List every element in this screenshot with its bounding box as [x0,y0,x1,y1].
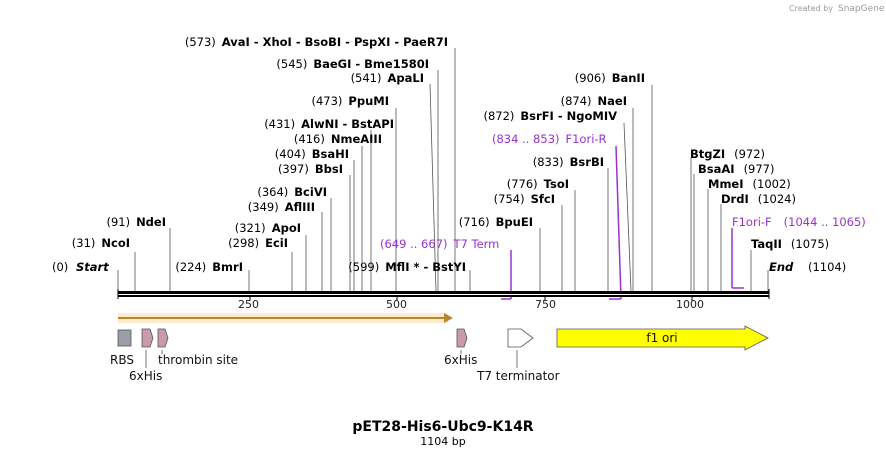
thrombin-label: thrombin site [158,353,238,367]
site-bsrfi: (872) BsrFI - NgoMIV [483,109,617,123]
site-afliii: (349) AflIII [248,200,315,214]
rbs-label: RBS [110,353,134,367]
scale-ticks: 250 500 750 1000 [238,297,704,311]
site-bcivi: (364) BciVI [257,185,327,199]
plasmid-name: pET28-His6-Ubc9-K14R [352,419,533,435]
site-bsrbi: (833) BsrBI [533,155,604,169]
tick-750: 750 [535,298,556,311]
dna-backbone [117,289,770,299]
his6-arrow-1 [141,328,154,348]
primer-f1ori-r: (834 .. 853) F1ori-R [492,132,607,146]
site-ndei: (91) NdeI [106,215,166,229]
credit-brand: SnapGene [838,4,885,14]
start-label: Start [76,260,109,274]
site-ncoi: (31) NcoI [72,236,130,250]
tick-500: 500 [386,298,407,311]
site-drdi: DrdI (1024) [721,192,796,206]
site-btgzi: BtgZI (972) [690,147,765,161]
end-pos: (1104) [808,260,846,274]
f1-ori-label: f1 ori [646,331,677,345]
primer-markers [501,145,744,300]
enzyme-labels-right: BtgZI (972) BsaAI (977) MmeI (1002) DrdI (10… [690,147,829,251]
site-bpuei: (716) BpuEI [459,215,533,229]
primer-labels: (649 .. 667) T7 Term (834 .. 853) F1ori-R … [380,132,866,251]
t7-terminator-label: T7 terminator [476,369,560,383]
map-title: pET28-His6-Ubc9-K14R 1104 bp [352,419,533,448]
site-apoi: (321) ApoI [235,221,301,235]
site-ppumi: (473) PpuMI [311,94,389,108]
f1-ori-arrow [556,325,769,351]
site-banii: (906) BanII [575,71,645,85]
site-avai: (573) AvaI - XhoI - BsoBI - PspXI - PaeR7… [185,35,448,49]
site-mmei: MmeI (1002) [708,177,791,191]
site-ecii: (298) EciI [228,236,288,250]
credit-prefix: Created by [789,4,833,13]
enzyme-labels-left: (31) NcoI (91) NdeI (224) BmrI (298) EciI (3… [72,35,645,274]
end-label: End [769,260,794,274]
site-alwni: (431) AlwNI - BstAPI [264,117,394,131]
site-connectors [117,48,769,292]
site-baegi: (545) BaeGI - Bme1580I [276,57,429,71]
site-bsaai: BsaAI (977) [698,162,775,176]
plasmid-length: 1104 bp [420,435,465,448]
primer-t7-term: (649 .. 667) T7 Term [380,237,499,251]
site-naei: (874) NaeI [561,94,627,108]
site-nmeaiii: (416) NmeAIII [294,132,382,146]
his6-label-2: 6xHis [444,353,477,367]
site-bbsi: (397) BbsI [278,162,343,176]
site-taqii: TaqII (1075) [751,237,829,251]
rbs-box [117,329,132,347]
start-pos: (0) [52,260,68,274]
tick-1000: 1000 [676,298,704,311]
site-bsahi: (404) BsaHI [275,147,349,161]
site-apali: (541) ApaLI [351,71,424,85]
his6-arrow-2 [456,328,468,348]
site-tsoi: (776) TsoI [507,177,569,191]
primer-f1ori-f: F1ori-F (1044 .. 1065) [732,215,866,229]
sequence-ends: (0) Start End (1104) [52,260,846,274]
site-mfli: (599) MflI * - BstYI [348,260,466,274]
orf-arrow [118,313,453,323]
thrombin-arrow [157,328,169,348]
features: f1 ori RBS 6xHis thrombin site 6xHis T7 … [110,325,769,383]
snapgene-credit: Created by SnapGene [789,4,885,14]
site-bmri: (224) BmrI [175,260,243,274]
tick-250: 250 [238,298,259,311]
t7-terminator-arrow [507,328,534,348]
site-sfci: (754) SfcI [494,192,555,206]
his6-label-1: 6xHis [129,369,162,383]
